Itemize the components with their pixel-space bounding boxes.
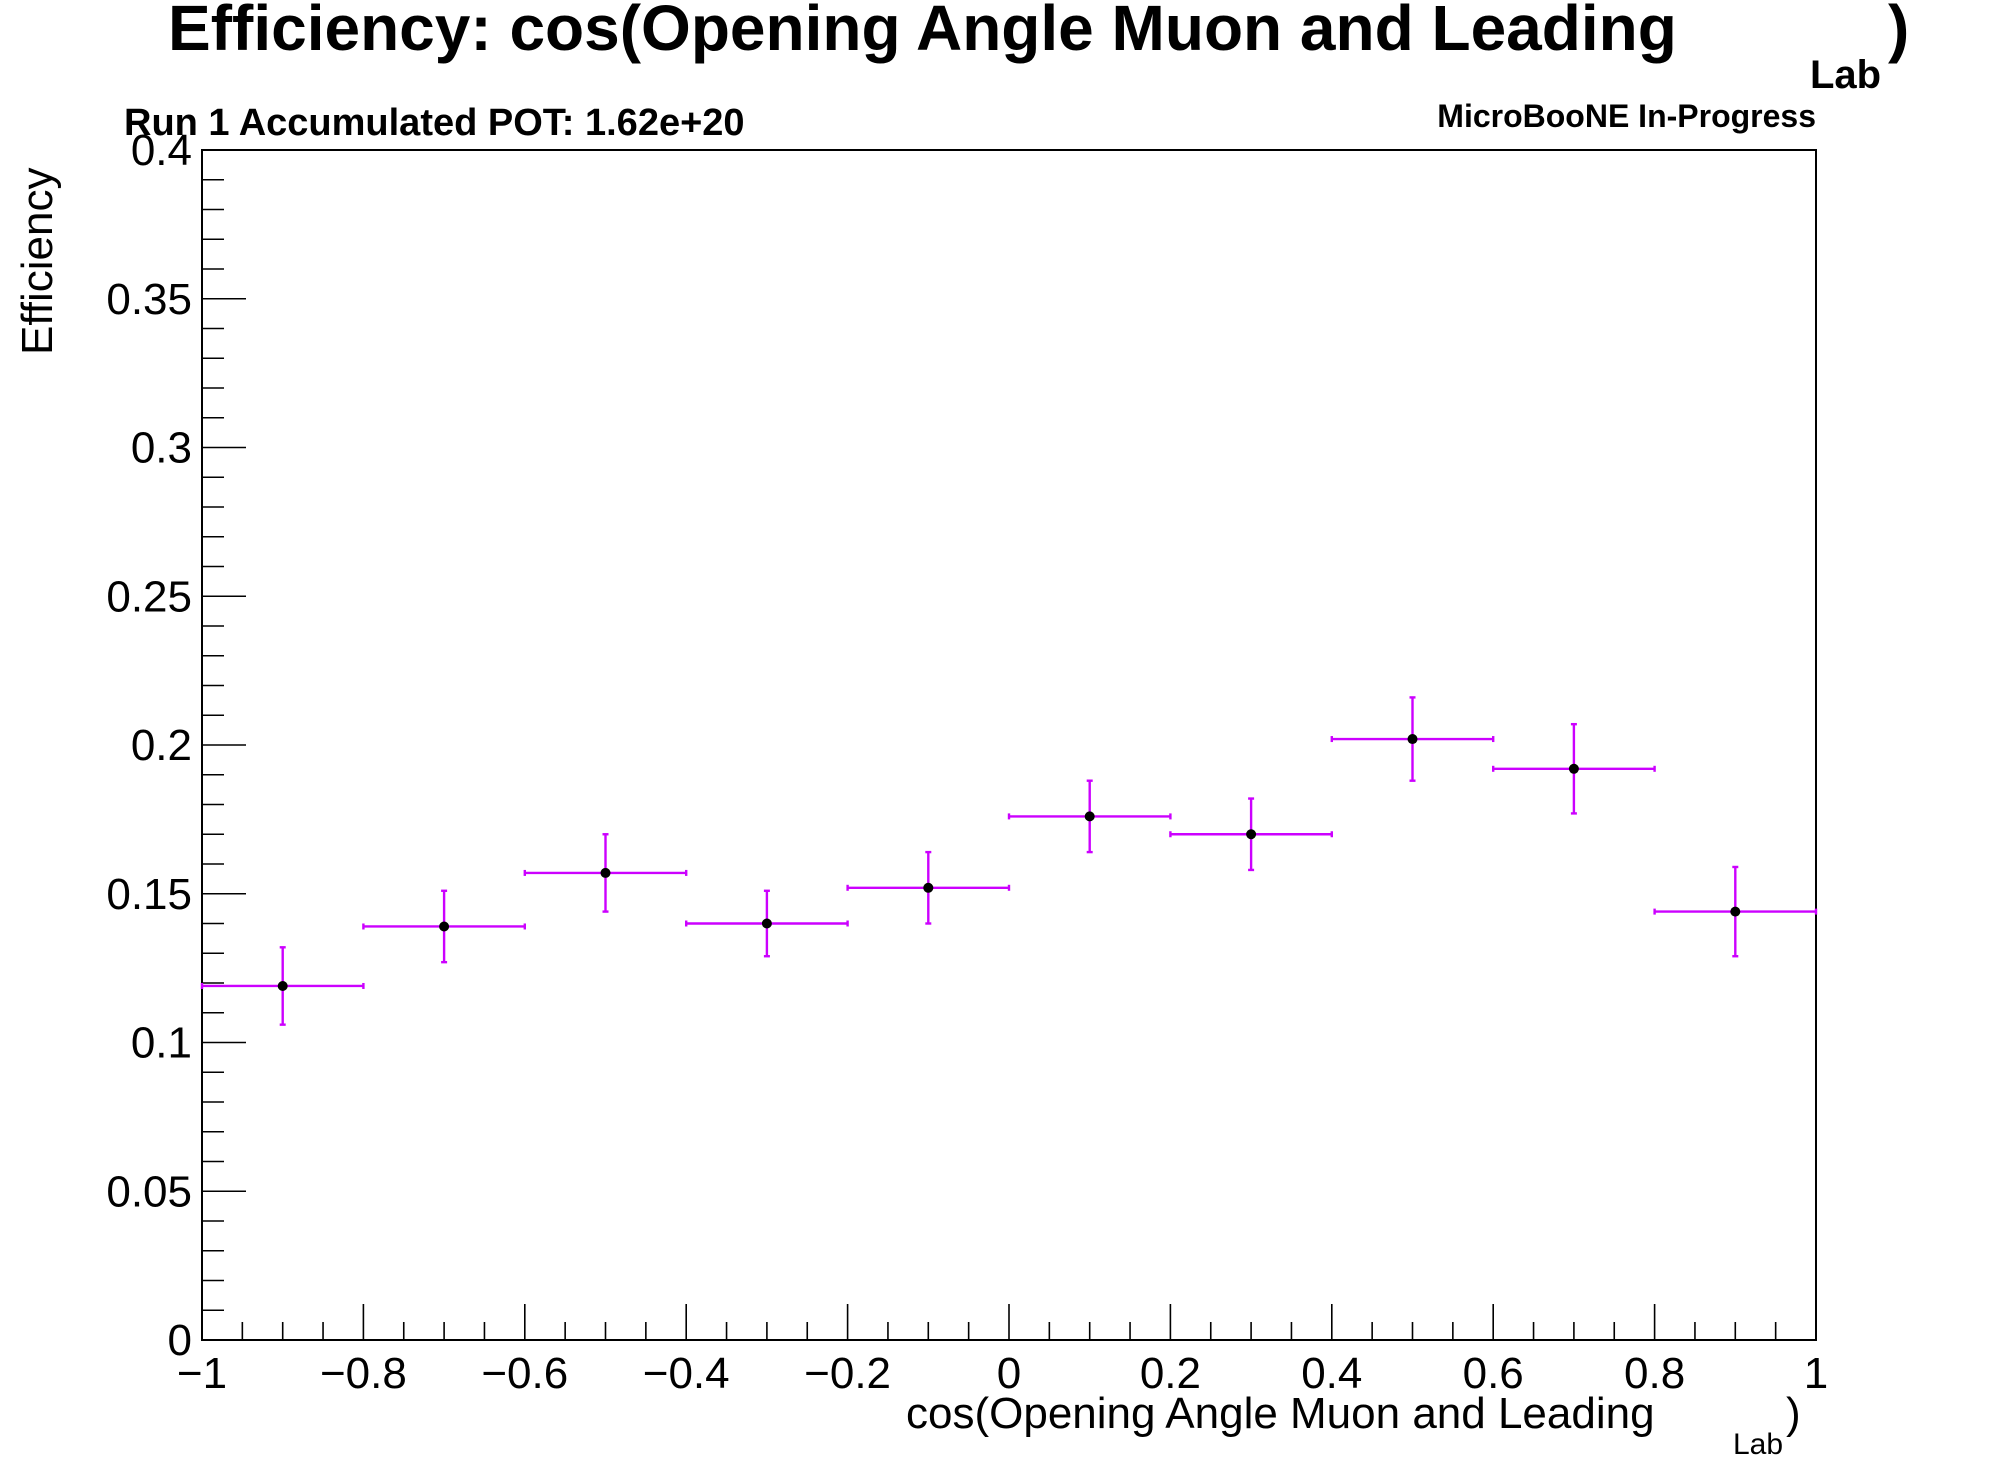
x-tick-label: 0.6 [1463,1349,1524,1398]
data-point [200,946,365,1026]
point-marker [277,980,288,991]
x-tick-label: −0.8 [320,1349,407,1398]
point-marker [600,867,611,878]
y-axis-tick-labels: 0 0.05 0.1 0.15 0.2 0.25 0.3 0.35 0.4 [106,126,192,1365]
y-tick-label: 0.15 [106,870,192,919]
y-axis-title: Efficiency [13,168,62,356]
point-marker [1568,763,1579,774]
x-tick-label: −1 [177,1349,227,1398]
x-tick-label: 1 [1804,1349,1828,1398]
y-tick-label: 0.2 [131,721,192,770]
chart-title: Efficiency: cos(Opening Angle Muon and L… [168,0,1677,64]
y-tick-label: 0.1 [131,1019,192,1068]
point-marker [761,918,772,929]
data-point [362,889,526,964]
y-tick-label: 0.25 [106,572,192,621]
y-tick-label: 0.35 [106,275,192,324]
data-point [685,889,849,958]
x-tick-label: −0.6 [481,1349,568,1398]
point-marker [439,921,450,932]
y-tick-label: 0 [168,1316,192,1365]
chart-title-close: ) [1888,0,1909,64]
data-point [846,850,1011,925]
point-marker [1407,734,1418,745]
y-axis-ticks [202,149,246,1341]
chart-title-subscript: Lab [1810,53,1881,97]
data-point [1007,779,1172,854]
data-points [200,696,1818,1026]
x-tick-label: −0.4 [643,1349,730,1398]
x-tick-label: −0.2 [804,1349,891,1398]
point-marker [923,882,934,893]
x-axis-ticks [201,1304,1817,1340]
y-tick-label: 0.05 [106,1167,192,1216]
x-axis-title-subscript: Lab [1733,1428,1783,1461]
experiment-label: MicroBooNE In-Progress [1437,98,1816,134]
data-point [1169,797,1334,872]
x-axis-title-close: ) [1786,1389,1801,1438]
point-marker [1084,811,1095,822]
x-tick-label: 0.8 [1624,1349,1685,1398]
data-point [1491,722,1656,815]
point-marker [1246,829,1257,840]
x-tick-label: 0.4 [1301,1349,1362,1398]
y-tick-label: 0.3 [131,424,192,473]
x-axis-title: cos(Opening Angle Muon and Leading [906,1389,1655,1438]
y-tick-label: 0.4 [131,126,192,175]
data-point [1330,696,1495,782]
x-tick-label: 0.2 [1140,1349,1201,1398]
data-point [1653,865,1818,958]
x-axis-tick-labels: −1 −0.8 −0.6 −0.4 −0.2 0 0.2 0.4 0.6 0.8 1 [177,1349,1828,1398]
data-point [523,833,688,913]
point-marker [1730,906,1741,917]
x-tick-label: 0 [997,1349,1021,1398]
pot-label: Run 1 Accumulated POT: 1.62e+20 [124,102,745,144]
